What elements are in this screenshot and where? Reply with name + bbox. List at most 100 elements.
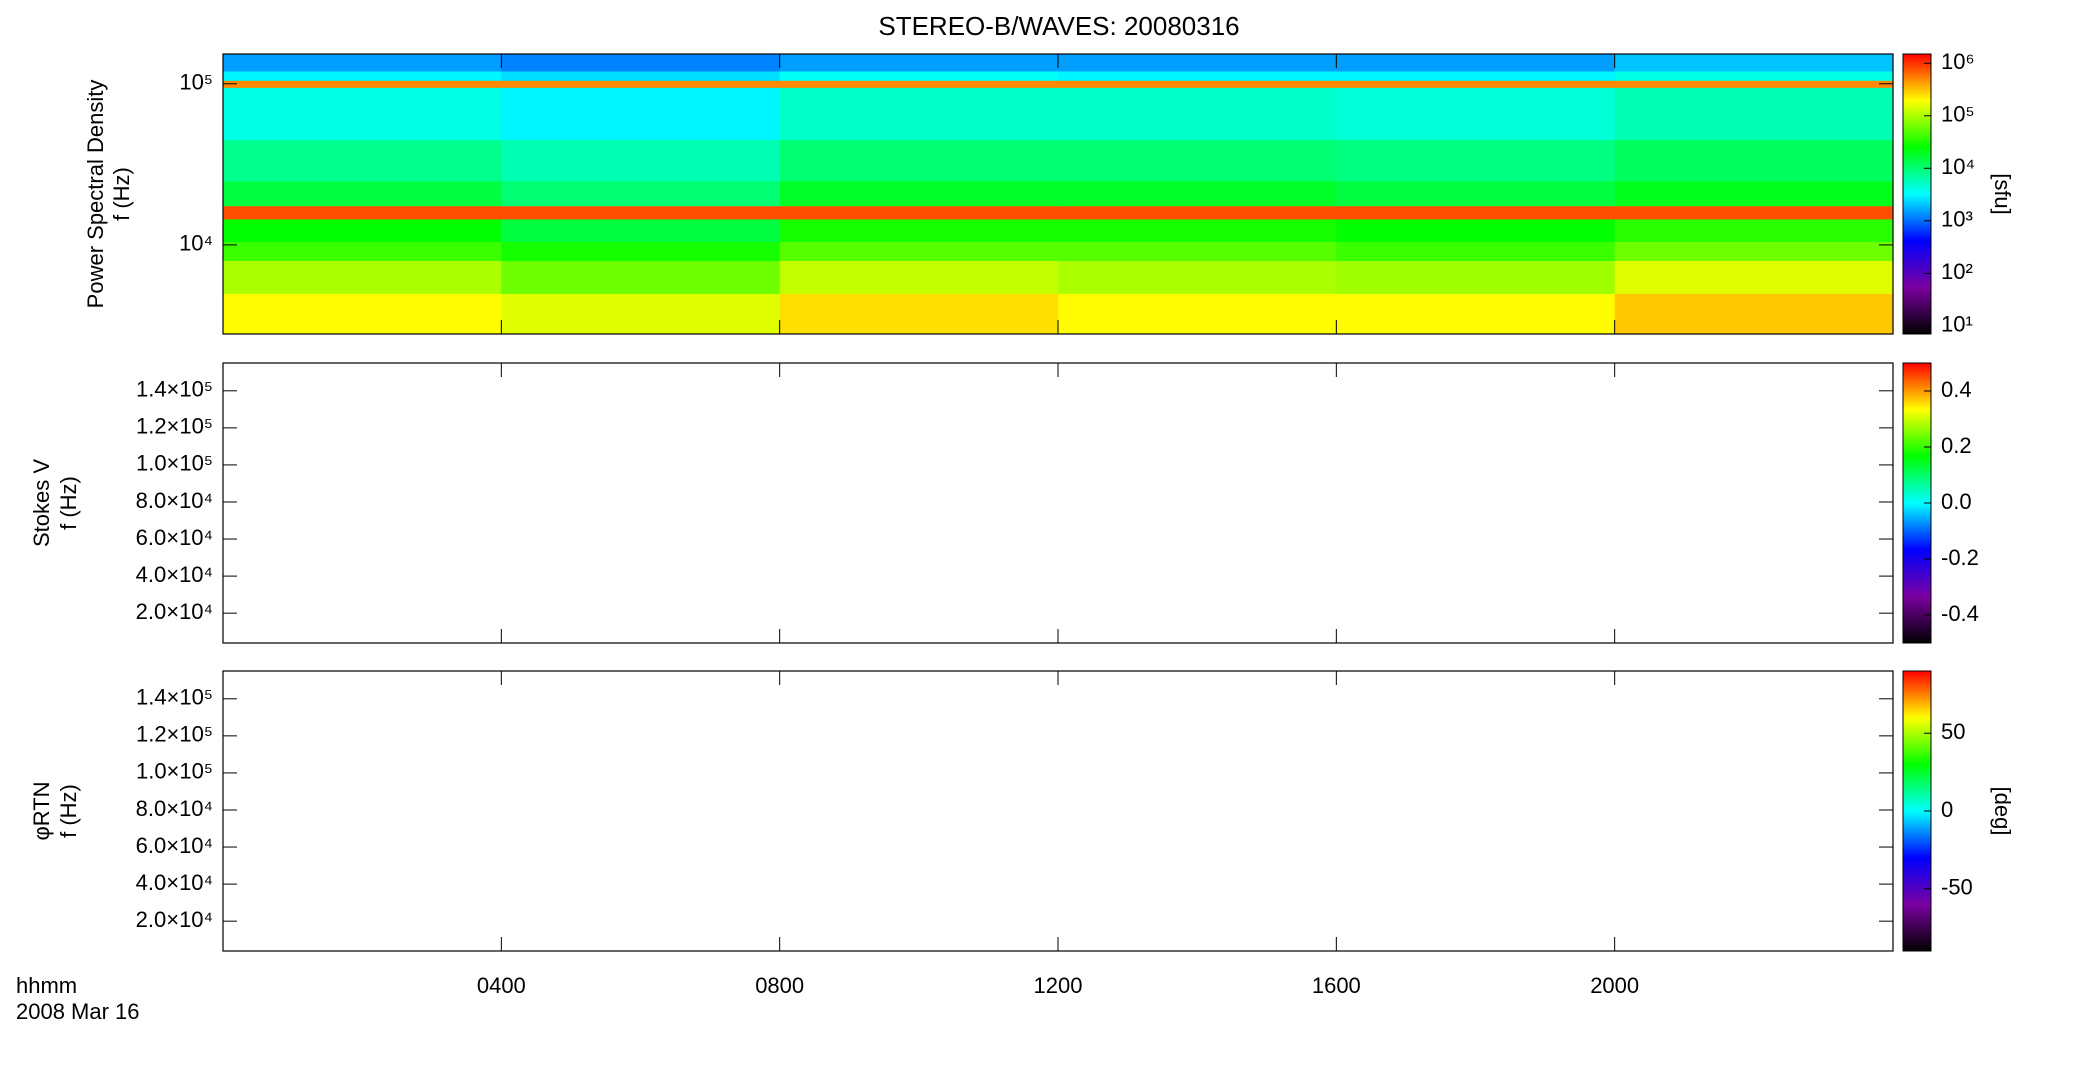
heatmap-cell <box>779 80 1059 88</box>
heatmap-cell <box>223 260 502 294</box>
heatmap-cell <box>223 54 502 72</box>
heatmap-cell <box>1336 180 1616 207</box>
x-tick-label: 0800 <box>755 973 804 998</box>
heatmap-cell <box>501 80 781 88</box>
heatmap-cell <box>779 87 1059 141</box>
y-tick-label: 1.0×10⁵ <box>136 451 213 476</box>
heatmap-cell <box>1336 260 1616 294</box>
plot-frame <box>222 362 1894 644</box>
heatmap-cell <box>223 87 502 141</box>
x-tick-label: 1200 <box>1034 973 1083 998</box>
heatmap-cell <box>223 293 502 335</box>
colorbar-tick-label: -0.4 <box>1941 601 1979 626</box>
y-tick-label: 1.2×10⁵ <box>136 414 213 439</box>
y-tick-label: 10⁴ <box>179 231 213 256</box>
heatmap-cell <box>1614 293 1894 335</box>
heatmap-cell <box>223 241 502 262</box>
heatmap-cell <box>1614 180 1894 207</box>
chart-title: STEREO-B/WAVES: 20080316 <box>878 11 1239 41</box>
colorbar-tick-label: 10¹ <box>1941 312 1973 337</box>
y-axis-label: Stokes V <box>29 459 54 547</box>
colorbar-tick-label: 10⁶ <box>1941 49 1975 74</box>
heatmap-cell <box>223 71 502 81</box>
heatmap-cell <box>779 218 1059 242</box>
colorbar-tick-label: 10⁴ <box>1941 154 1975 179</box>
heatmap-cell <box>1058 87 1337 141</box>
heatmap-cell <box>1058 260 1337 294</box>
y-tick-label: 2.0×10⁴ <box>136 599 213 624</box>
y-tick-label: 6.0×10⁴ <box>136 833 213 858</box>
heatmap-cell <box>1336 218 1616 242</box>
heatmap-cell <box>1058 139 1337 182</box>
heatmap-cell <box>1336 71 1616 81</box>
y-tick-label: 4.0×10⁴ <box>136 870 213 895</box>
y-tick-label: 10⁵ <box>179 70 213 95</box>
heatmap-cell <box>1614 218 1894 242</box>
plot-frame <box>222 670 1894 952</box>
heatmap-cell <box>1614 139 1894 182</box>
heatmap-cell <box>779 260 1059 294</box>
colorbar-tick-label: 50 <box>1941 719 1965 744</box>
heatmap-cell <box>779 54 1059 72</box>
heatmap-cell <box>1058 241 1337 262</box>
y-tick-label: 1.2×10⁵ <box>136 722 213 747</box>
y-tick-label: 6.0×10⁴ <box>136 525 213 550</box>
heatmap-cell <box>1058 180 1337 207</box>
y-tick-label: 8.0×10⁴ <box>136 488 213 513</box>
heatmap-cell <box>501 205 781 220</box>
heatmap-cell <box>1058 205 1337 220</box>
heatmap-cell <box>501 241 781 262</box>
heatmap-cell <box>779 180 1059 207</box>
heatmap-cell <box>779 293 1059 335</box>
heatmap-cell <box>1614 80 1894 88</box>
y-tick-label: 8.0×10⁴ <box>136 796 213 821</box>
heatmap-cell <box>223 218 502 242</box>
y-tick-label: 4.0×10⁴ <box>136 562 213 587</box>
heatmap-cell <box>1614 260 1894 294</box>
colorbar-tick-label: -0.2 <box>1941 545 1979 570</box>
colorbar-tick-label: 0 <box>1941 797 1953 822</box>
heatmap-cell <box>1614 71 1894 81</box>
y-axis-label: f (Hz) <box>109 167 134 221</box>
heatmap-cell <box>1614 87 1894 141</box>
y-tick-label: 1.4×10⁵ <box>136 685 213 710</box>
y-axis-label: f (Hz) <box>56 784 81 838</box>
colorbar-tick-label: 10⁵ <box>1941 102 1975 127</box>
colorbar-tick-label: 0.4 <box>1941 377 1972 402</box>
y-axis-label: φRTN <box>29 781 54 840</box>
y-tick-label: 1.4×10⁵ <box>136 377 213 402</box>
heatmap-cell <box>501 87 781 141</box>
colorbar-tick-label: 10² <box>1941 259 1973 284</box>
y-tick-label: 2.0×10⁴ <box>136 907 213 932</box>
heatmap-cell <box>501 293 781 335</box>
colorbar-tick-label: 0.0 <box>1941 489 1972 514</box>
heatmap-cell <box>501 218 781 242</box>
heatmap-cell <box>1058 80 1337 88</box>
colorbar-tick-label: 0.2 <box>1941 433 1972 458</box>
heatmap-cell <box>1058 218 1337 242</box>
x-tick-label: 0400 <box>477 973 526 998</box>
heatmap-cell <box>1614 54 1894 72</box>
heatmap-cell <box>1336 205 1616 220</box>
heatmap-cell <box>223 205 502 220</box>
colorbar <box>1902 53 1932 335</box>
date-label: 2008 Mar 16 <box>16 999 140 1024</box>
colorbar-tick-label: 10³ <box>1941 207 1973 232</box>
y-axis-label: Power Spectral Density <box>83 80 108 309</box>
x-axis-label: hhmm <box>16 973 77 998</box>
heatmap-cell <box>1336 87 1616 141</box>
heatmap-cell <box>501 180 781 207</box>
heatmap-cell <box>1058 54 1337 72</box>
y-axis-label: f (Hz) <box>56 476 81 530</box>
x-tick-label: 2000 <box>1590 973 1639 998</box>
heatmap-cell <box>1614 205 1894 220</box>
colorbar-label: [deg] <box>1990 787 2015 836</box>
heatmap-cell <box>1336 54 1616 72</box>
heatmap-cell <box>501 54 781 72</box>
heatmap-cell <box>1336 241 1616 262</box>
heatmap-cell <box>501 139 781 182</box>
heatmap-cell <box>223 80 502 88</box>
heatmap-cell <box>1058 71 1337 81</box>
